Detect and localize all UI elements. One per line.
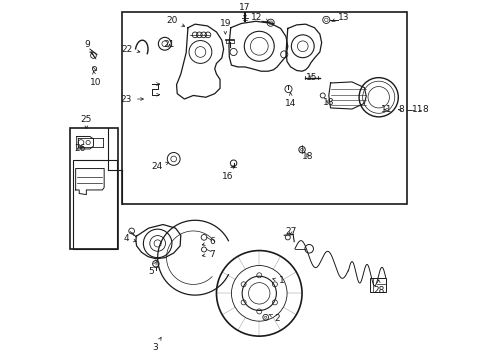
Text: 3: 3: [152, 337, 161, 352]
Text: 12: 12: [251, 13, 269, 22]
Text: 26: 26: [74, 144, 86, 153]
Text: 15: 15: [306, 73, 318, 82]
Text: 18: 18: [323, 98, 335, 107]
Bar: [73, 159, 117, 249]
Text: 9: 9: [85, 40, 93, 54]
Text: 11: 11: [412, 105, 423, 114]
Text: 4: 4: [123, 234, 136, 243]
Text: 11: 11: [381, 105, 392, 114]
Text: 8: 8: [398, 105, 404, 114]
Text: 25: 25: [81, 115, 92, 129]
Text: 23: 23: [121, 95, 144, 104]
Text: 2: 2: [269, 314, 280, 323]
Text: 19: 19: [220, 19, 231, 34]
Text: 24: 24: [151, 162, 169, 171]
Text: 13: 13: [332, 13, 349, 22]
Text: 14: 14: [285, 93, 296, 108]
Text: 16: 16: [222, 166, 234, 181]
Text: 10: 10: [90, 71, 101, 87]
Text: 21: 21: [164, 40, 175, 49]
Text: 1: 1: [273, 276, 285, 285]
Bar: [122, 12, 407, 204]
Bar: [370, 278, 386, 292]
Text: 5: 5: [148, 261, 156, 276]
Text: 8: 8: [422, 105, 428, 114]
Text: 27: 27: [285, 228, 296, 237]
Text: 22: 22: [122, 45, 140, 54]
Bar: [70, 127, 119, 249]
Text: 7: 7: [202, 249, 215, 258]
Text: 17: 17: [239, 3, 251, 18]
Text: 6: 6: [202, 237, 215, 246]
Text: 18: 18: [302, 152, 314, 161]
Text: 20: 20: [166, 16, 185, 27]
Text: 28: 28: [373, 280, 384, 295]
